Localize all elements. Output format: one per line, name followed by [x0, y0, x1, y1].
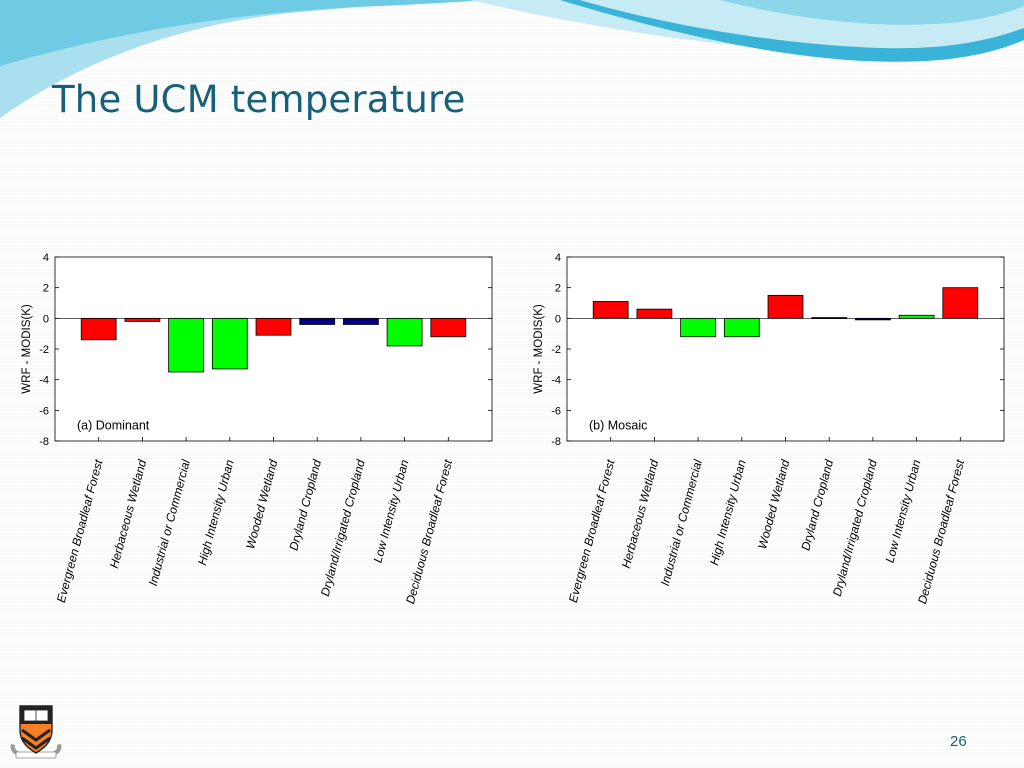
x-category-label: Dryland Cropland — [798, 458, 836, 552]
plot-area — [54, 256, 493, 442]
y-tick-label: -8 — [551, 436, 561, 448]
bar-chart-dominant: 4 2 0 -2 -4 -6 -8 Evergreen Broadleaf Forest Her… — [21, 252, 493, 606]
bar — [767, 294, 804, 319]
x-category-label: Evergreen Broadleaf Forest — [566, 458, 618, 605]
y-axis-label: WRF - MODIS(K) — [21, 304, 33, 394]
page-number: 26 — [950, 733, 967, 750]
bar — [680, 317, 716, 338]
header-wave-decoration — [0, 0, 1024, 118]
bar — [723, 317, 760, 338]
y-tick-label: -4 — [39, 375, 49, 387]
x-category-label: Wooded Wetland — [755, 458, 792, 551]
x-category-label: Wooded Wetland — [243, 458, 280, 551]
bar — [898, 314, 935, 319]
bar — [343, 317, 379, 325]
bar — [299, 317, 336, 325]
bar — [942, 287, 979, 319]
x-category-label: Dryland Cropland — [286, 458, 324, 552]
x-category-label: High Intensity Urban — [195, 458, 237, 567]
bar — [211, 317, 248, 370]
y-tick-label: -4 — [551, 375, 561, 387]
y-tick-label: 4 — [43, 252, 49, 264]
panel-label: (a) Dominant — [77, 419, 150, 433]
bar — [430, 317, 467, 338]
x-category-label: Herbaceous Wetland — [619, 458, 662, 570]
y-tick-label: -6 — [551, 405, 561, 417]
x-category-label: Low Intensity Urban — [883, 458, 924, 564]
y-tick-label: 2 — [43, 283, 49, 295]
slide-title: The UCM temperature — [52, 78, 466, 121]
x-category-label: Dryland/Irrigated Cropland — [830, 458, 880, 598]
panel-label: (b) Mosaic — [589, 419, 647, 433]
bar — [592, 301, 629, 319]
y-tick-label: 0 — [43, 313, 49, 325]
x-category-label: High Intensity Urban — [707, 458, 749, 567]
plot-area — [566, 256, 1005, 442]
x-category-label: Herbaceous Wetland — [107, 458, 150, 570]
y-tick-label: -2 — [551, 344, 561, 356]
y-tick-label: -8 — [39, 436, 49, 448]
bar — [386, 317, 423, 347]
x-category-label: Deciduous Broadleaf Forest — [403, 458, 455, 606]
princeton-shield-icon — [10, 705, 62, 759]
bar — [255, 317, 292, 336]
y-tick-label: -2 — [39, 344, 49, 356]
bar — [80, 317, 117, 341]
x-category-label: Industrial or Commercial — [146, 458, 193, 588]
bar-chart-mosaic: 4 2 0 -2 -4 -6 -8 Evergreen Broadleaf Forest Her… — [533, 252, 1005, 606]
y-tick-label: 4 — [555, 252, 561, 264]
x-category-label: Evergreen Broadleaf Forest — [54, 458, 106, 605]
y-tick-label: 2 — [555, 283, 561, 295]
x-category-label: Dryland/Irrigated Cropland — [318, 458, 368, 598]
x-category-label: Industrial or Commercial — [658, 458, 705, 588]
bar — [636, 308, 673, 319]
y-axis-label: WRF - MODIS(K) — [533, 304, 545, 394]
x-category-label: Deciduous Broadleaf Forest — [915, 458, 967, 606]
y-tick-label: -6 — [39, 405, 49, 417]
x-category-label: Low Intensity Urban — [371, 458, 412, 564]
bar — [168, 317, 204, 373]
bar — [124, 317, 161, 322]
y-tick-label: 0 — [555, 313, 561, 325]
